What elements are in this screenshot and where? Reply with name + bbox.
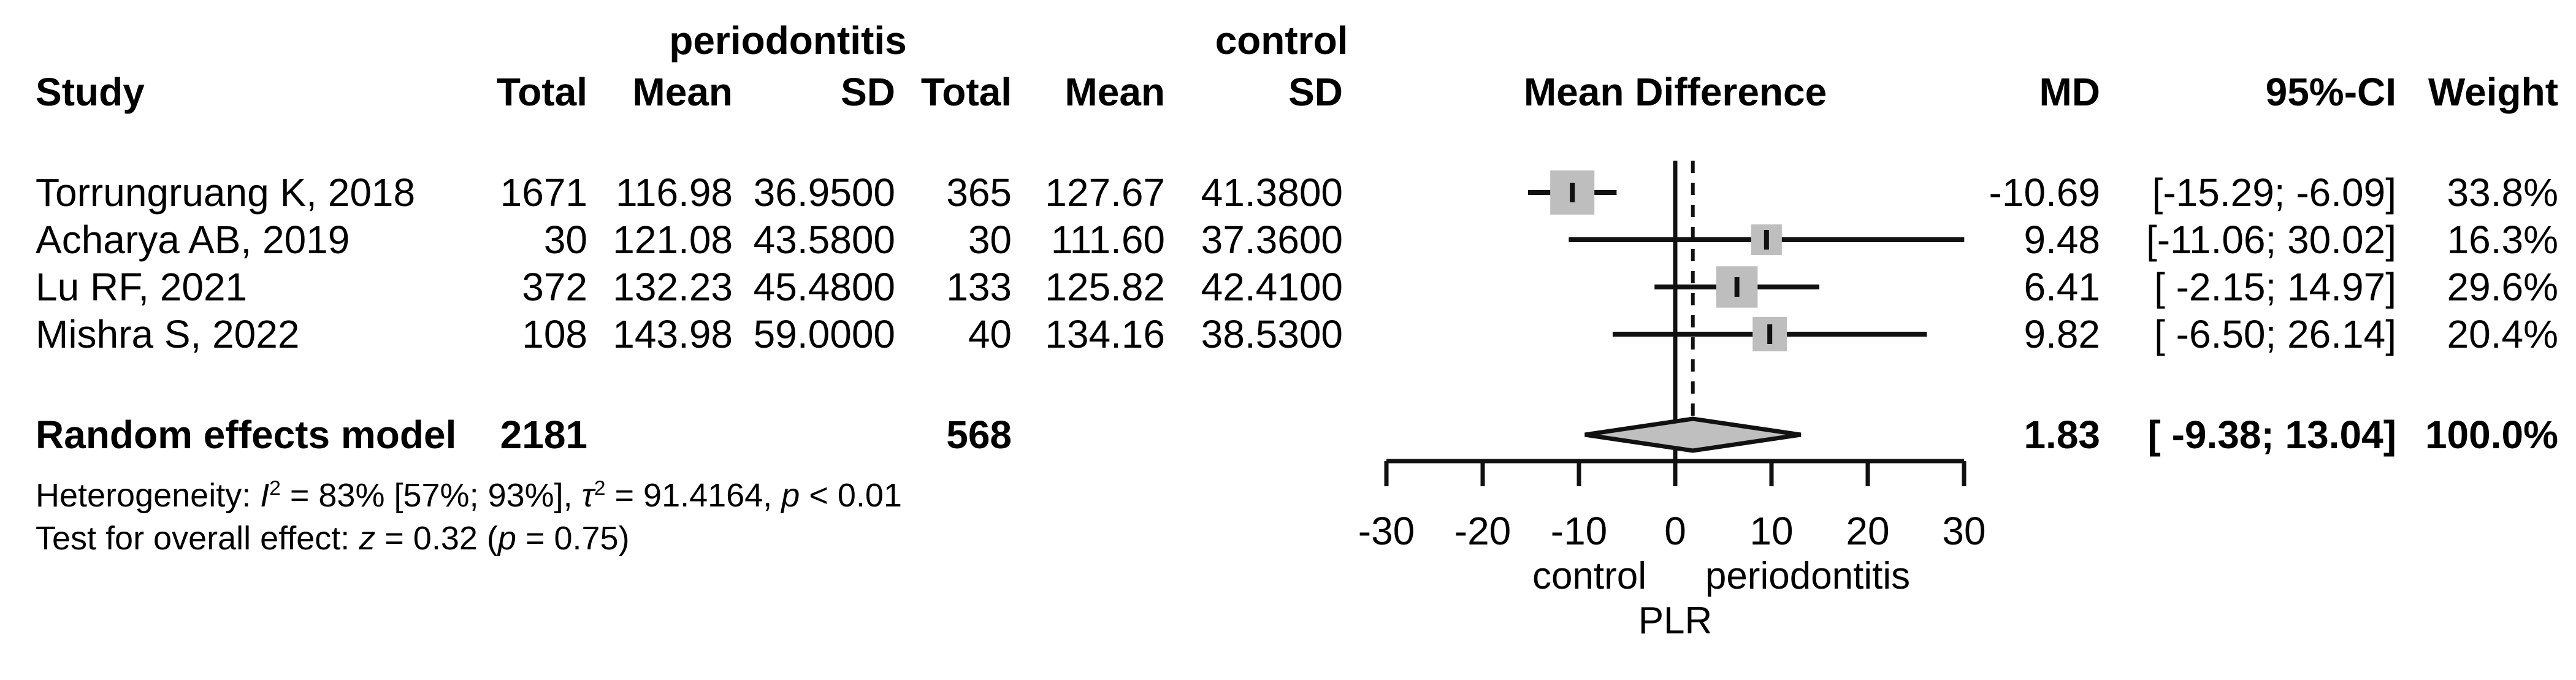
x-axis-tick-label: 0 [1664, 509, 1686, 553]
total-periodontitis-value: 30 [543, 218, 587, 262]
direction-label-control: control [1532, 555, 1647, 597]
column-header-mean-control: Mean [1064, 70, 1165, 114]
total-periodontitis-value: 372 [522, 265, 587, 309]
column-header-total-periodontitis: Total [496, 70, 587, 114]
group-header-control: control [1215, 18, 1348, 63]
mean-control-value: 111.60 [1050, 218, 1165, 262]
pooled-md-value: 1.83 [2024, 413, 2100, 457]
direction-label-periodontitis: periodontitis [1705, 555, 1911, 597]
column-header-weight: Weight [2428, 70, 2558, 114]
md-value: 9.82 [2024, 312, 2100, 356]
x-axis-tick-label: 30 [1942, 509, 1986, 553]
x-axis-tick-label: 10 [1749, 509, 1794, 553]
heterogeneity-note: Heterogeneity: I2 = 83% [57%; 93%], τ2 =… [36, 476, 902, 515]
column-header-total-control: Total [920, 70, 1012, 114]
pooled-weight-value: 100.0% [2425, 413, 2558, 457]
x-axis-title: PLR [1638, 600, 1713, 642]
point-estimate-tick [1764, 230, 1769, 250]
mean-control-value: 134.16 [1045, 312, 1165, 356]
study-name: Acharya AB, 2019 [36, 218, 350, 262]
sd-control-value: 42.4100 [1201, 265, 1343, 309]
study-row: Acharya AB, 2019 30 121.08 43.5800 30 11… [0, 216, 2576, 263]
sd-control-value: 41.3800 [1201, 170, 1343, 215]
mean-control-value: 127.67 [1045, 170, 1165, 215]
pooled-model-label: Random effects model [36, 413, 457, 457]
i-squared-sup: 2 [269, 477, 281, 500]
overall-effect-label: Test for overall effect: [36, 520, 359, 557]
column-header-sd-periodontitis: SD [841, 70, 895, 114]
ci-value: [ -6.50; 26.14] [2154, 312, 2396, 356]
tau-squared-symbol: τ [581, 477, 594, 514]
sd-periodontitis-value: 36.9500 [753, 170, 895, 215]
column-header-md: MD [2039, 70, 2100, 114]
study-name: Lu RF, 2021 [36, 265, 248, 309]
total-control-value: 133 [946, 265, 1012, 309]
tau-squared-sup: 2 [594, 477, 606, 500]
weight-value: 33.8% [2447, 170, 2558, 215]
mean-control-value: 125.82 [1045, 265, 1165, 309]
point-estimate-tick [1570, 183, 1575, 202]
x-axis-tick-label: -20 [1454, 509, 1512, 553]
pooled-diamond [1584, 416, 1802, 453]
study-row: Mishra S, 2022 108 143.98 59.0000 40 134… [0, 311, 2576, 357]
p-symbol-2: p [497, 520, 516, 557]
pooled-total-periodontitis: 2181 [500, 413, 587, 457]
total-control-value: 365 [946, 170, 1012, 215]
sd-control-value: 38.5300 [1201, 312, 1343, 356]
p-symbol: p [781, 477, 800, 514]
heterogeneity-label: Heterogeneity: [36, 477, 261, 514]
total-periodontitis-value: 108 [522, 312, 587, 356]
sd-periodontitis-value: 59.0000 [753, 312, 895, 356]
ci-value: [ -2.15; 14.97] [2154, 265, 2396, 309]
study-row: Lu RF, 2021 372 132.23 45.4800 133 125.8… [0, 264, 2576, 310]
x-axis-tick-label: -10 [1550, 509, 1608, 553]
sd-periodontitis-value: 45.4800 [753, 265, 895, 309]
md-value: 9.48 [2024, 218, 2100, 262]
mean-periodontitis-value: 116.98 [616, 170, 733, 215]
column-header-ci: 95%-CI [2265, 70, 2396, 114]
total-periodontitis-value: 1671 [500, 170, 587, 215]
column-header-mean-difference: Mean Difference [1523, 70, 1827, 114]
total-control-value: 30 [968, 218, 1012, 262]
z-value: = 0.32 ( [375, 520, 498, 557]
study-row: Torrungruang K, 2018 1671 116.98 36.9500… [0, 169, 2576, 216]
study-name: Torrungruang K, 2018 [36, 170, 416, 215]
weight-value: 20.4% [2447, 312, 2558, 356]
tau2-value: = 91.4164, [605, 477, 782, 514]
ci-value: [-15.29; -6.09] [2152, 170, 2396, 215]
x-axis-tick-label: 20 [1846, 509, 1890, 553]
point-estimate-tick [1767, 324, 1773, 344]
z-symbol: z [359, 520, 376, 557]
point-estimate-tick [1734, 277, 1740, 297]
i-squared-symbol: I [260, 477, 270, 514]
ci-value: [-11.06; 30.02] [2146, 218, 2396, 262]
weight-value: 29.6% [2447, 265, 2558, 309]
heterogeneity-p-value: < 0.01 [800, 477, 902, 514]
pooled-row: Random effects model 2181 568 1.83 [ -9.… [0, 411, 2576, 458]
column-header-mean-periodontitis: Mean [632, 70, 733, 114]
md-value: 6.41 [2024, 265, 2100, 309]
overall-p-value: = 0.75) [516, 520, 630, 557]
heterogeneity-i2-value: = 83% [57%; 93%], [280, 477, 582, 514]
pooled-total-control: 568 [946, 413, 1012, 457]
mean-periodontitis-value: 121.08 [613, 218, 733, 262]
column-header-sd-control: SD [1288, 70, 1343, 114]
x-axis-tick-label: -30 [1358, 509, 1415, 553]
pooled-ci-value: [ -9.38; 13.04] [2147, 413, 2396, 457]
weight-value: 16.3% [2447, 218, 2558, 262]
group-header-periodontitis: periodontitis [669, 18, 907, 63]
mean-periodontitis-value: 143.98 [613, 312, 733, 356]
sd-periodontitis-value: 43.5800 [753, 218, 895, 262]
total-control-value: 40 [968, 312, 1012, 356]
md-value: -10.69 [1989, 170, 2100, 215]
column-header-study: Study [36, 70, 145, 114]
sd-control-value: 37.3600 [1201, 218, 1343, 262]
overall-effect-note: Test for overall effect: z = 0.32 (p = 0… [36, 519, 630, 558]
mean-periodontitis-value: 132.23 [613, 265, 733, 309]
study-name: Mishra S, 2022 [36, 312, 300, 356]
